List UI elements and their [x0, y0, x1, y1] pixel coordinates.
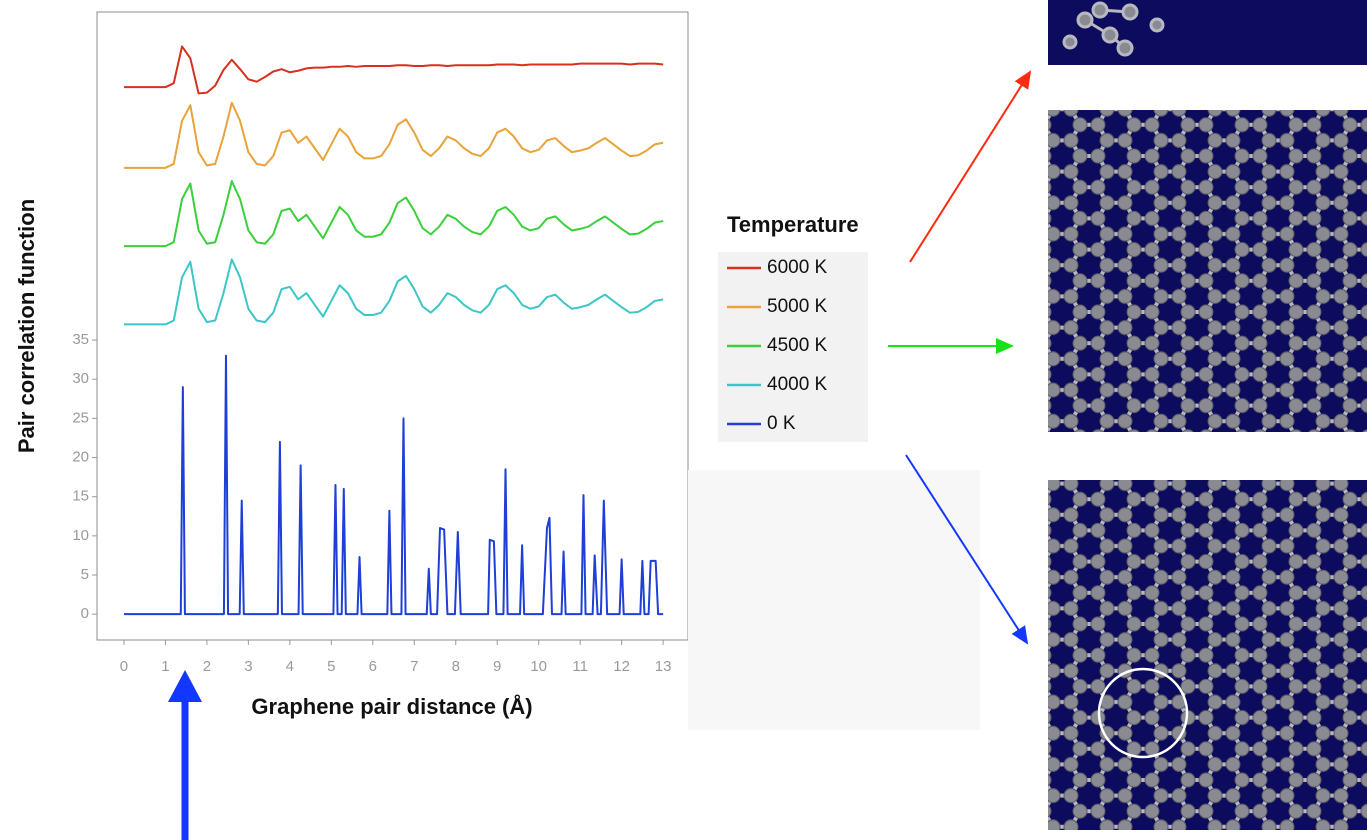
y-tick-label: 20: [72, 449, 89, 466]
snapshot-6000k: [1048, 0, 1367, 65]
y-tick-label: 10: [72, 527, 89, 544]
x-tick-label: 0: [120, 658, 128, 675]
snapshot-0k: [1048, 480, 1367, 830]
y-tick-label: 35: [72, 331, 89, 348]
atom: [1076, 11, 1094, 29]
x-tick-label: 10: [530, 658, 547, 675]
highlight-circle: [1097, 667, 1189, 759]
x-axis-title: Graphene pair distance (Å): [251, 693, 532, 719]
x-tick-label: 13: [655, 658, 672, 675]
x-tick-label: 8: [452, 658, 460, 675]
y-axis-title: Pair correlation function: [14, 199, 39, 453]
x-tick-label: 2: [203, 658, 211, 675]
atom: [1091, 1, 1109, 19]
x-tick-label: 5: [327, 658, 335, 675]
y-tick-label: 0: [81, 605, 89, 622]
x-tick-label: 9: [493, 658, 501, 675]
atom: [1149, 17, 1165, 33]
background-panel: [688, 470, 980, 730]
big-arrow-head: [168, 670, 202, 702]
series-line: [123, 101, 664, 169]
legend-label: 4000 K: [767, 374, 828, 395]
series-line: [123, 45, 664, 95]
x-tick-label: 3: [244, 658, 252, 675]
atom: [1062, 34, 1078, 50]
legend-label: 4500 K: [767, 335, 828, 356]
atoms: [1062, 1, 1165, 57]
y-tick-label: 30: [72, 370, 89, 387]
series-line: [123, 258, 664, 326]
x-tick-label: 11: [572, 658, 588, 675]
snapshot-4500k: [1048, 110, 1367, 432]
x-tick-label: 12: [613, 658, 630, 675]
legend-label: 5000 K: [767, 296, 828, 317]
arrow: [909, 70, 1032, 263]
legend-title: Temperature: [727, 212, 859, 237]
legend-label: 0 K: [767, 413, 796, 434]
series-line: [123, 180, 664, 248]
atom: [1101, 26, 1119, 44]
x-tick-label: 7: [410, 658, 418, 675]
legend-label: 6000 K: [767, 257, 828, 278]
y-tick-label: 15: [72, 488, 89, 505]
x-tick-label: 6: [369, 658, 377, 675]
arrow: [905, 454, 1029, 645]
series-line: [123, 354, 664, 616]
x-tick-label: 4: [286, 658, 294, 675]
y-tick-label: 25: [72, 409, 89, 426]
x-tick-label: 1: [161, 658, 169, 675]
atom: [1116, 39, 1134, 57]
y-tick-label: 5: [81, 566, 89, 583]
plot-panel: [96, 11, 689, 641]
atom: [1121, 3, 1139, 21]
